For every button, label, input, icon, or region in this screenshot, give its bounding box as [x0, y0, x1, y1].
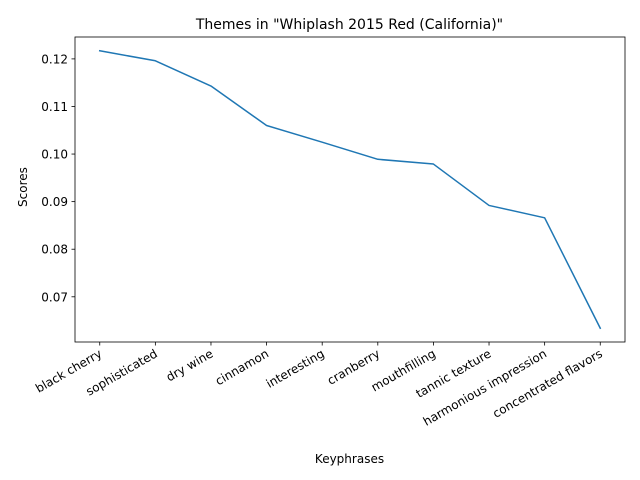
y-tick-label: 0.07: [41, 290, 68, 304]
x-axis-label: Keyphrases: [315, 452, 384, 466]
y-tick-label: 0.12: [41, 52, 68, 66]
chart-title: Themes in "Whiplash 2015 Red (California…: [195, 17, 503, 33]
y-axis-label: Scores: [16, 167, 30, 207]
y-tick-label: 0.11: [41, 100, 68, 114]
plot-frame: [74, 36, 626, 343]
y-tick-label: 0.09: [41, 195, 68, 209]
y-tick-label: 0.08: [41, 243, 68, 257]
y-tick-label: 0.10: [41, 148, 68, 162]
series-line: [98, 49, 602, 330]
